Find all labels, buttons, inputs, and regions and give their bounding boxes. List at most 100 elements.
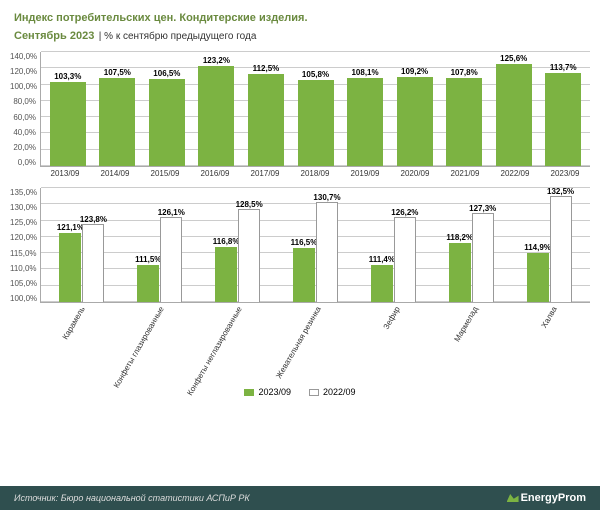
bar-group: 113,7% [538, 52, 588, 166]
bar-value-label: 130,7% [313, 193, 340, 202]
bar-2023: 118,2% [449, 243, 471, 302]
bar-value-label: 127,3% [469, 204, 496, 213]
bar-group: 116,8%128,5% [199, 188, 277, 302]
bar-group: 118,2% 127,3% [432, 188, 510, 302]
chart2-plot: 121,1%123,8%111,5%126,1%116,8%128,5%116,… [40, 188, 590, 303]
bar-value-label: 123,8% [80, 215, 107, 224]
x-tick-label: 2016/09 [190, 169, 240, 178]
brand-icon [507, 494, 519, 502]
bar-value-label: 111,4% [369, 255, 395, 264]
bar-value-label: 126,2% [391, 208, 418, 217]
bar: 103,3% [50, 82, 86, 166]
x-tick-label: 2013/09 [40, 169, 90, 178]
bar-group: 105,8% [291, 52, 341, 166]
y-tick: 115,0% [10, 249, 36, 258]
bar: 107,5% [99, 78, 135, 166]
y-tick: 100,0% [10, 82, 36, 91]
bar-group: 121,1%123,8% [43, 188, 121, 302]
x-tick-label: 2020/09 [390, 169, 440, 178]
bar-value-label: 118,2% [446, 233, 473, 242]
legend-swatch-2022 [309, 389, 319, 396]
bar: 106,5% [149, 79, 185, 166]
x-tick-label: 2015/09 [140, 169, 190, 178]
x-tick-label: Конфеты глазированные [119, 305, 198, 383]
bar-value-label: 107,8% [451, 68, 478, 77]
bar-2023: 121,1% [59, 233, 81, 302]
x-tick-label: Халва [511, 305, 590, 383]
bar-value-label: 113,7% [550, 63, 577, 72]
bar-group: 111,4%126,2% [354, 188, 432, 302]
x-tick-label: Жевательная резинка [276, 305, 355, 383]
bar-2022: 130,7% [316, 202, 338, 302]
y-tick: 80,0% [10, 97, 36, 106]
bar-group: 109,2% [390, 52, 440, 166]
x-tick-label: Мармелад [433, 305, 512, 383]
bar: 125,6% [496, 64, 532, 166]
bar-value-label: 112,5% [253, 64, 280, 73]
bar-2023: 111,5% [137, 265, 159, 302]
bar-value-label: 105,8% [302, 70, 329, 79]
bar-value-label: 126,1% [158, 208, 185, 217]
legend-item-2022: 2022/09 [309, 387, 356, 397]
chart-2: 135,0%130,0%125,0%120,0%115,0%110,0%105,… [10, 188, 590, 383]
bar-value-label: 107,5% [104, 68, 131, 77]
bar-group: 107,5% [93, 52, 143, 166]
brand: EnergyProm [507, 492, 586, 504]
legend-swatch-2023 [244, 389, 254, 396]
y-tick: 120,0% [10, 233, 36, 242]
source-text: Источник: Бюро национальной статистики А… [14, 493, 250, 503]
bar: 113,7% [545, 73, 581, 166]
chart1-x-labels: 2013/092014/092015/092016/092017/092018/… [40, 169, 590, 178]
y-tick: 100,0% [10, 294, 36, 303]
bar: 112,5% [248, 74, 284, 166]
x-tick-label: 2017/09 [240, 169, 290, 178]
bar-2022: 126,2% [394, 217, 416, 302]
legend: 2023/09 2022/09 [0, 387, 600, 397]
x-tick-label: Зефир [354, 305, 433, 383]
x-tick-label: 2021/09 [440, 169, 490, 178]
bar-group: 123,2% [192, 52, 242, 166]
bar: 123,2% [198, 66, 234, 166]
chart1-plot: 103,3% 107,5% 106,5% 123,2% 112,5% 105,8% 108,… [40, 52, 590, 167]
bar-2023: 111,4% [371, 265, 393, 302]
bar-value-label: 123,2% [203, 56, 230, 65]
bar-value-label: 121,1% [57, 223, 84, 232]
bar-value-label: 116,5% [291, 238, 318, 247]
footer: Источник: Бюро национальной статистики А… [0, 486, 600, 510]
legend-label-2023: 2023/09 [258, 387, 291, 397]
subtitle: | % к сентябрю предыдущего года [99, 31, 257, 42]
bar-group: 111,5%126,1% [121, 188, 199, 302]
bar-group: 125,6% [489, 52, 539, 166]
bar-value-label: 114,9% [524, 243, 551, 252]
y-tick: 0,0% [10, 158, 36, 167]
bar-value-label: 103,3% [54, 72, 81, 81]
x-tick-label: 2018/09 [290, 169, 340, 178]
y-tick: 120,0% [10, 67, 36, 76]
y-tick: 110,0% [10, 264, 36, 273]
y-tick: 135,0% [10, 188, 36, 197]
x-tick-label: Карамель [40, 305, 119, 383]
chart2-y-axis: 135,0%130,0%125,0%120,0%115,0%110,0%105,… [10, 188, 40, 303]
bar-2022: 128,5% [238, 209, 260, 302]
bar-2022: 132,5% [550, 196, 572, 302]
bar-value-label: 111,5% [135, 255, 161, 264]
chart1-y-axis: 140,0%120,0%100,0%80,0%60,0%40,0%20,0%0,… [10, 52, 40, 167]
bar: 107,8% [446, 78, 482, 166]
y-tick: 130,0% [10, 203, 36, 212]
bar-group: 103,3% [43, 52, 93, 166]
chart-1: 140,0%120,0%100,0%80,0%60,0%40,0%20,0%0,… [10, 52, 590, 178]
x-tick-label: 2019/09 [340, 169, 390, 178]
bar: 109,2% [397, 77, 433, 166]
title-line-1: Индекс потребительских цен. Кондитерские… [14, 12, 308, 24]
y-tick: 125,0% [10, 218, 36, 227]
bar-2022: 126,1% [160, 217, 182, 302]
legend-label-2022: 2022/09 [323, 387, 356, 397]
y-tick: 40,0% [10, 128, 36, 137]
x-tick-label: 2014/09 [90, 169, 140, 178]
bar: 108,1% [347, 78, 383, 166]
x-tick-label: Конфеты неглазированные [197, 305, 276, 383]
brand-text: EnergyProm [521, 492, 586, 504]
bar-group: 112,5% [241, 52, 291, 166]
bar-group: 106,5% [142, 52, 192, 166]
bar-group: 107,8% [439, 52, 489, 166]
